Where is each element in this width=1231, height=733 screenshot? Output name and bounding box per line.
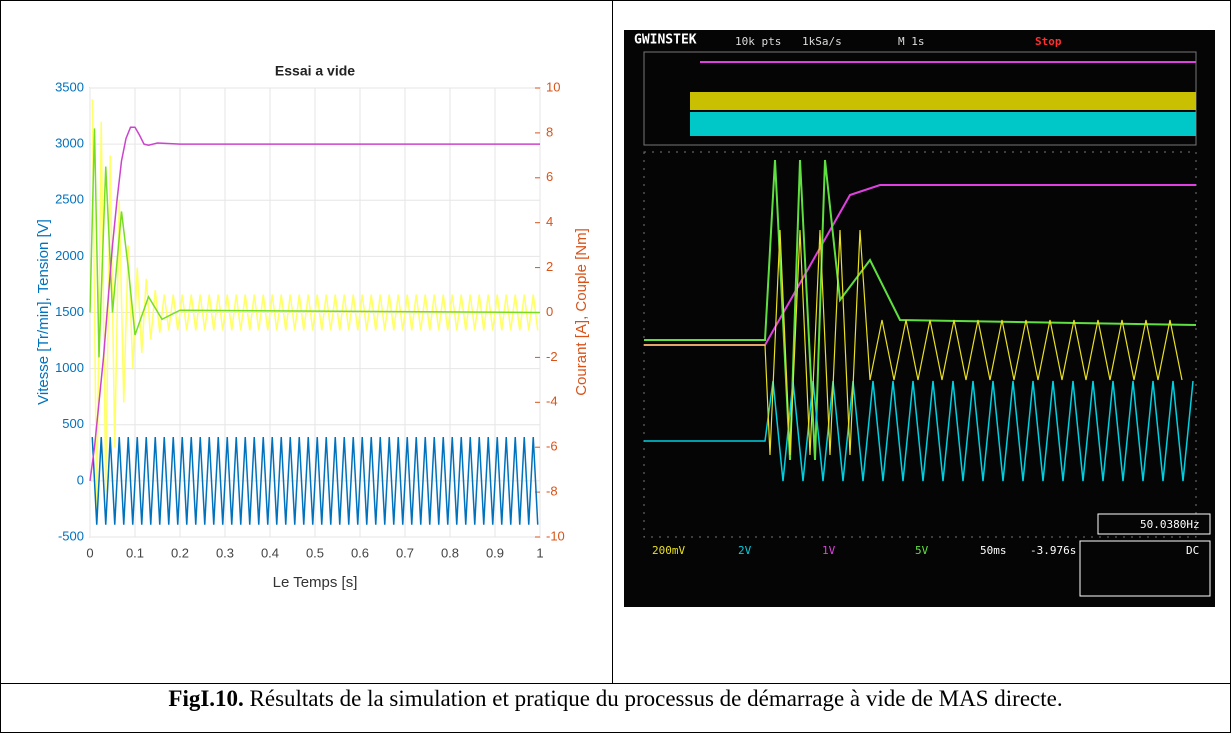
y2-tick-label: -2	[546, 349, 558, 364]
y-tick-label: 1500	[55, 304, 84, 319]
y2-tick-label: 0	[546, 304, 553, 319]
y2-tick-label: -8	[546, 484, 558, 499]
x-tick-label: 0.9	[486, 545, 504, 560]
x-tick-label: 0.8	[441, 545, 459, 560]
cell-divider	[612, 0, 613, 683]
caption: FigI.10. Résultats de la simulation et p…	[0, 686, 1231, 712]
chart-title: Essai a vide	[275, 63, 355, 79]
y2-tick-label: 6	[546, 169, 553, 184]
y-tick-label: 2500	[55, 192, 84, 207]
simulation-chart: Essai a vide Le Temps [s] Vitesse [Tr/mi…	[35, 63, 590, 591]
caption-label: FigI.10.	[168, 686, 244, 711]
y2-tick-label: 8	[546, 124, 553, 139]
series-line	[89, 128, 541, 358]
series-line	[89, 126, 540, 481]
y2-tick-label: 10	[546, 79, 560, 94]
caption-text: Résultats de la simulation et pratique d…	[249, 686, 1063, 711]
y-tick-label: 0	[77, 472, 84, 487]
row-divider	[0, 683, 1231, 684]
y2-tick-label: 2	[546, 259, 553, 274]
y-tick-label: -500	[58, 528, 84, 543]
x-tick-label: 0	[86, 545, 93, 560]
x-tick-label: 0.7	[396, 545, 414, 560]
x-tick-label: 0.4	[261, 545, 279, 560]
y-tick-label: 2000	[55, 248, 84, 263]
y2-tick-label: -4	[546, 394, 558, 409]
x-tick-label: 0.6	[351, 545, 369, 560]
y-tick-label: 3000	[55, 136, 84, 151]
y-tick-label: 1000	[55, 360, 84, 375]
series-line	[91, 437, 539, 525]
y-tick-label: 3500	[55, 79, 84, 94]
x-tick-label: 1	[536, 545, 543, 560]
x-tick-label: 0.3	[216, 545, 234, 560]
y-tick-label: 500	[62, 416, 84, 431]
y-axis-label: Vitesse [Tr/min], Tension [V]	[35, 219, 52, 405]
x-tick-label: 0.1	[126, 545, 144, 560]
x-axis-label: Le Temps [s]	[273, 574, 358, 591]
y2-tick-label: 4	[546, 214, 553, 229]
x-tick-label: 0.2	[171, 545, 189, 560]
y2-tick-label: -6	[546, 439, 558, 454]
y2-tick-label: -10	[546, 528, 565, 543]
x-tick-label: 0.5	[306, 545, 324, 560]
y2-axis-label: Courant [A], Couple [Nm]	[573, 228, 590, 396]
